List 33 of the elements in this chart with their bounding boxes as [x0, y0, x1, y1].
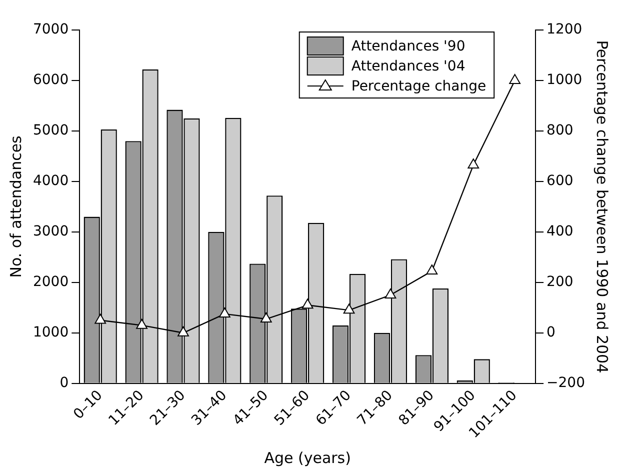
legend-label: Attendances '04	[351, 58, 466, 75]
point	[343, 304, 355, 314]
point	[468, 158, 480, 169]
y2-tick-label: 400	[546, 224, 574, 240]
point	[384, 288, 396, 299]
legend-label: Attendances '90	[351, 38, 466, 55]
point	[509, 74, 521, 84]
y2-tick-label: 1000	[546, 72, 582, 88]
point	[260, 312, 272, 323]
y2-tick-label: 0	[546, 324, 556, 341]
y-tick-label: 7000	[32, 22, 69, 38]
y2-tick-label: 1200	[546, 22, 582, 38]
y-tick-label: 5000	[32, 122, 69, 139]
point	[136, 318, 148, 329]
y2-axis-title: Percentage change between 1990 and 2004	[593, 40, 612, 374]
point	[178, 326, 189, 336]
y-tick-label: 3000	[32, 224, 69, 240]
legend-label: Percentage change	[351, 78, 486, 95]
y2-tick-label: 600	[546, 173, 574, 190]
y2-tick-label: −200	[546, 375, 585, 392]
point	[219, 307, 230, 318]
y-tick-label: 2000	[32, 274, 69, 290]
y2-tick-label: 200	[546, 274, 574, 290]
x-axis-title: Age (years)	[264, 448, 351, 467]
y-tick-label: 1000	[32, 324, 69, 341]
y-tick-label: 4000	[32, 173, 69, 190]
y-tick-label: 6000	[32, 72, 69, 88]
point	[94, 314, 106, 324]
point	[426, 264, 438, 275]
y-axis-title: No. of attendances	[6, 135, 25, 278]
point	[302, 298, 314, 309]
y2-tick-label: 800	[546, 122, 574, 139]
y-tick-label: 0	[60, 375, 69, 392]
